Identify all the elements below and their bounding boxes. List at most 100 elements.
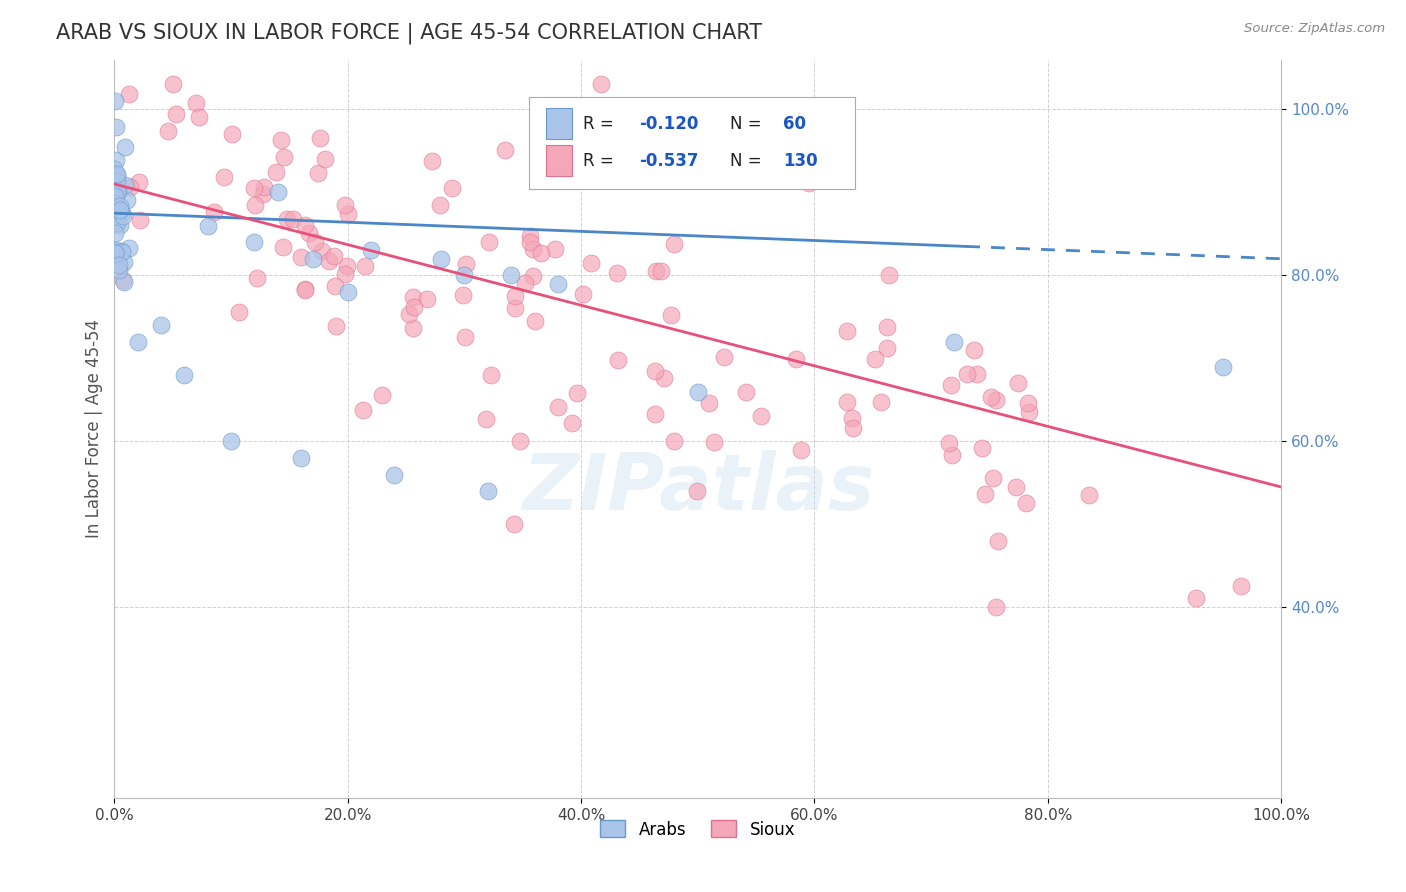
FancyBboxPatch shape [546,108,572,139]
Point [108,199,131,213]
Point [475,412,498,426]
Point [956,367,979,381]
Point [187,110,209,124]
Point [228,305,250,319]
Point [1015,496,1038,510]
Point [115,194,138,208]
Point [307,166,329,180]
Point [371,388,394,402]
Point [184,96,207,111]
Point [501,268,523,283]
Point [336,207,359,221]
Point [987,534,1010,549]
Point [325,279,347,293]
Point [870,395,893,409]
Point [118,240,141,254]
Point [104,246,127,260]
Point [749,409,772,423]
Point [323,249,346,263]
Point [589,78,612,92]
Point [799,176,821,190]
Point [477,484,499,499]
Point [416,292,439,306]
FancyBboxPatch shape [529,96,855,189]
Point [522,242,544,256]
Point [1017,396,1039,410]
Point [253,180,276,194]
Point [104,169,127,183]
Point [939,377,962,392]
Point [579,255,602,269]
Point [522,269,544,284]
Point [105,216,128,230]
Point [429,198,451,212]
Y-axis label: In Labor Force | Age 45-54: In Labor Force | Age 45-54 [86,319,103,539]
Point [266,165,288,179]
Point [430,252,453,266]
Point [547,277,569,291]
Point [479,368,502,382]
Point [938,436,960,450]
Text: ARAB VS SIOUX IN LABOR FORCE | AGE 45-54 CORRELATION CHART: ARAB VS SIOUX IN LABOR FORCE | AGE 45-54… [56,22,762,44]
Point [104,188,127,202]
Point [128,175,150,189]
Point [734,385,756,400]
Point [270,133,292,147]
Point [104,210,127,224]
Point [108,218,131,232]
Point [876,341,898,355]
Point [503,288,526,302]
Point [298,226,321,240]
Text: N =: N = [731,152,768,169]
Point [221,128,243,142]
Point [271,240,294,254]
Point [519,228,541,243]
Point [273,150,295,164]
Point [105,167,128,181]
Point [212,170,235,185]
Point [112,273,135,287]
Point [835,324,858,338]
Point [980,390,1002,404]
Point [509,434,531,448]
Point [105,244,128,258]
Point [644,264,666,278]
Point [104,153,127,168]
Point [294,282,316,296]
Point [685,483,707,498]
Point [354,260,377,274]
Point [703,434,725,449]
Point [943,334,966,349]
Point [454,329,477,343]
Point [104,196,127,211]
Point [104,245,127,260]
Point [360,244,382,258]
Point [1212,359,1234,374]
Point [402,321,425,335]
Point [841,411,863,425]
Point [876,319,898,334]
Point [863,352,886,367]
Point [565,386,588,401]
Point [314,152,336,166]
Point [111,244,134,259]
Point [697,396,720,410]
Point [107,258,129,272]
Point [325,318,347,333]
Point [103,162,125,177]
Point [301,252,323,266]
Point [402,290,425,304]
Point [107,184,129,198]
Point [662,237,685,252]
Point [662,434,685,448]
Point [454,257,477,271]
Point [252,186,274,201]
Point [104,94,127,108]
Text: R =: R = [583,152,620,169]
Point [404,300,426,314]
Point [112,255,135,269]
Point [336,259,359,273]
Point [105,254,128,268]
Text: -0.537: -0.537 [640,152,699,169]
Point [108,203,131,218]
